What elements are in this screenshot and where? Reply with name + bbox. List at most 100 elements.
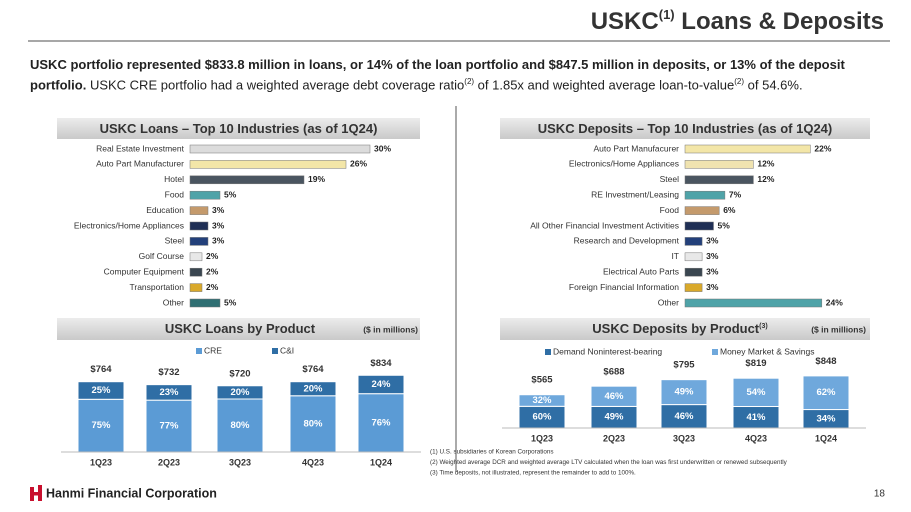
x-tick-label: 3Q23 xyxy=(229,457,251,467)
segment-label: 80% xyxy=(303,418,323,429)
segment-label: 80% xyxy=(230,420,250,431)
bar xyxy=(189,206,209,215)
category-label: Steel xyxy=(165,236,184,246)
summary-text: of 1.85x and weighted average loan-to-va… xyxy=(474,77,735,93)
segment-label: 76% xyxy=(371,417,391,428)
total-label: $848 xyxy=(815,356,836,367)
legend-label: CRE xyxy=(204,345,222,355)
category-label: Other xyxy=(163,297,184,307)
category-label: Electrical Auto Parts xyxy=(603,266,679,276)
segment-label: 46% xyxy=(604,391,624,402)
value-label: 3% xyxy=(706,282,719,292)
bar xyxy=(189,175,305,185)
category-label: Golf Course xyxy=(139,251,185,261)
bar-segment xyxy=(518,394,566,407)
logo-bar xyxy=(30,492,42,496)
legend-label: Money Market & Savings xyxy=(720,346,814,356)
page-number: 18 xyxy=(874,489,886,500)
summary-sup: (2) xyxy=(464,77,475,86)
panel-title: USKC Loans – Top 10 Industries (as of 1Q… xyxy=(100,121,378,136)
value-label: 5% xyxy=(224,297,237,307)
segment-label: 20% xyxy=(230,387,250,398)
panel-title: USKC Deposits by Product(3) xyxy=(592,321,767,336)
value-label: 3% xyxy=(706,236,719,246)
value-label: 3% xyxy=(212,205,225,215)
charts: USKC Loans – Top 10 Industries (as of 1Q… xyxy=(57,118,870,467)
total-label: $834 xyxy=(370,358,392,369)
segment-label: 77% xyxy=(159,421,179,432)
value-label: 26% xyxy=(350,159,367,169)
bar-segment xyxy=(289,381,337,397)
bar xyxy=(189,221,209,231)
value-label: 3% xyxy=(212,236,225,246)
bar xyxy=(189,160,347,169)
unit-note: ($ in millions) xyxy=(363,324,418,334)
bar xyxy=(684,190,726,200)
value-label: 5% xyxy=(718,220,731,230)
legend-swatch xyxy=(272,348,278,354)
x-tick-label: 1Q23 xyxy=(531,433,553,443)
bar xyxy=(684,252,703,262)
segment-label: 41% xyxy=(746,412,766,423)
value-label: 24% xyxy=(826,297,843,307)
bar-segment xyxy=(732,377,780,408)
title-rest: Loans & Deposits xyxy=(675,8,884,35)
summary: USKC portfolio represented $833.8 millio… xyxy=(30,56,880,93)
value-label: 3% xyxy=(706,251,719,261)
x-tick-label: 4Q23 xyxy=(302,457,324,467)
bar-segment xyxy=(216,398,264,453)
bar-segment xyxy=(216,385,264,400)
category-label: Foreign Financial Information xyxy=(569,282,679,292)
title-sup: (1) xyxy=(659,7,675,22)
category-label: Transportation xyxy=(130,282,185,292)
category-label: Real Estate Investment xyxy=(96,143,185,153)
panel-title-text: USKC Deposits by Product xyxy=(592,321,760,336)
total-label: $688 xyxy=(603,366,624,377)
bar xyxy=(189,237,209,246)
total-label: $764 xyxy=(90,364,112,375)
total-label: $764 xyxy=(302,364,324,375)
bar-segment xyxy=(590,385,638,407)
value-label: 2% xyxy=(206,282,219,292)
x-tick-label: 4Q23 xyxy=(745,433,767,443)
segment-label: 23% xyxy=(159,387,179,398)
slide-title: USKC(1) Loans & Deposits xyxy=(591,7,884,35)
category-label: Education xyxy=(146,205,184,215)
value-label: 2% xyxy=(206,251,219,261)
value-label: 5% xyxy=(224,189,237,199)
panel-header xyxy=(57,318,420,340)
x-tick-label: 2Q23 xyxy=(158,457,180,467)
legend-label: Demand Noninterest-bearing xyxy=(553,346,662,356)
bar xyxy=(189,283,203,292)
bar-segment xyxy=(77,381,125,400)
value-label: 6% xyxy=(723,205,736,215)
total-label: $819 xyxy=(745,358,766,369)
panel-header xyxy=(500,318,870,340)
bar xyxy=(684,237,703,246)
bar-segment xyxy=(660,379,708,406)
bar-segment xyxy=(145,384,193,401)
footnote: (1) U.S. subsidiaries of Korean Corporat… xyxy=(430,449,554,456)
value-label: 3% xyxy=(212,220,225,230)
value-label: 19% xyxy=(308,174,325,184)
category-label: Steel xyxy=(660,174,679,184)
footnote: (2) Weighted average DCR and weighted av… xyxy=(430,459,788,466)
bar-segment xyxy=(357,374,405,395)
bar xyxy=(684,206,720,215)
legend-swatch xyxy=(712,349,718,355)
panel-title: USKC Deposits – Top 10 Industries (as of… xyxy=(538,121,833,136)
bar xyxy=(684,221,714,231)
bar xyxy=(684,160,754,169)
value-label: 30% xyxy=(374,143,391,153)
category-label: Other xyxy=(658,297,679,307)
value-label: 3% xyxy=(706,266,719,276)
segment-label: 34% xyxy=(816,413,836,424)
bar xyxy=(189,298,221,308)
legend-label: C&I xyxy=(280,345,294,355)
value-label: 22% xyxy=(814,143,831,153)
title-main: USKC xyxy=(591,8,659,35)
category-label: RE Investment/Leasing xyxy=(591,189,679,199)
bar-segment xyxy=(145,399,193,453)
total-label: $720 xyxy=(229,368,250,379)
